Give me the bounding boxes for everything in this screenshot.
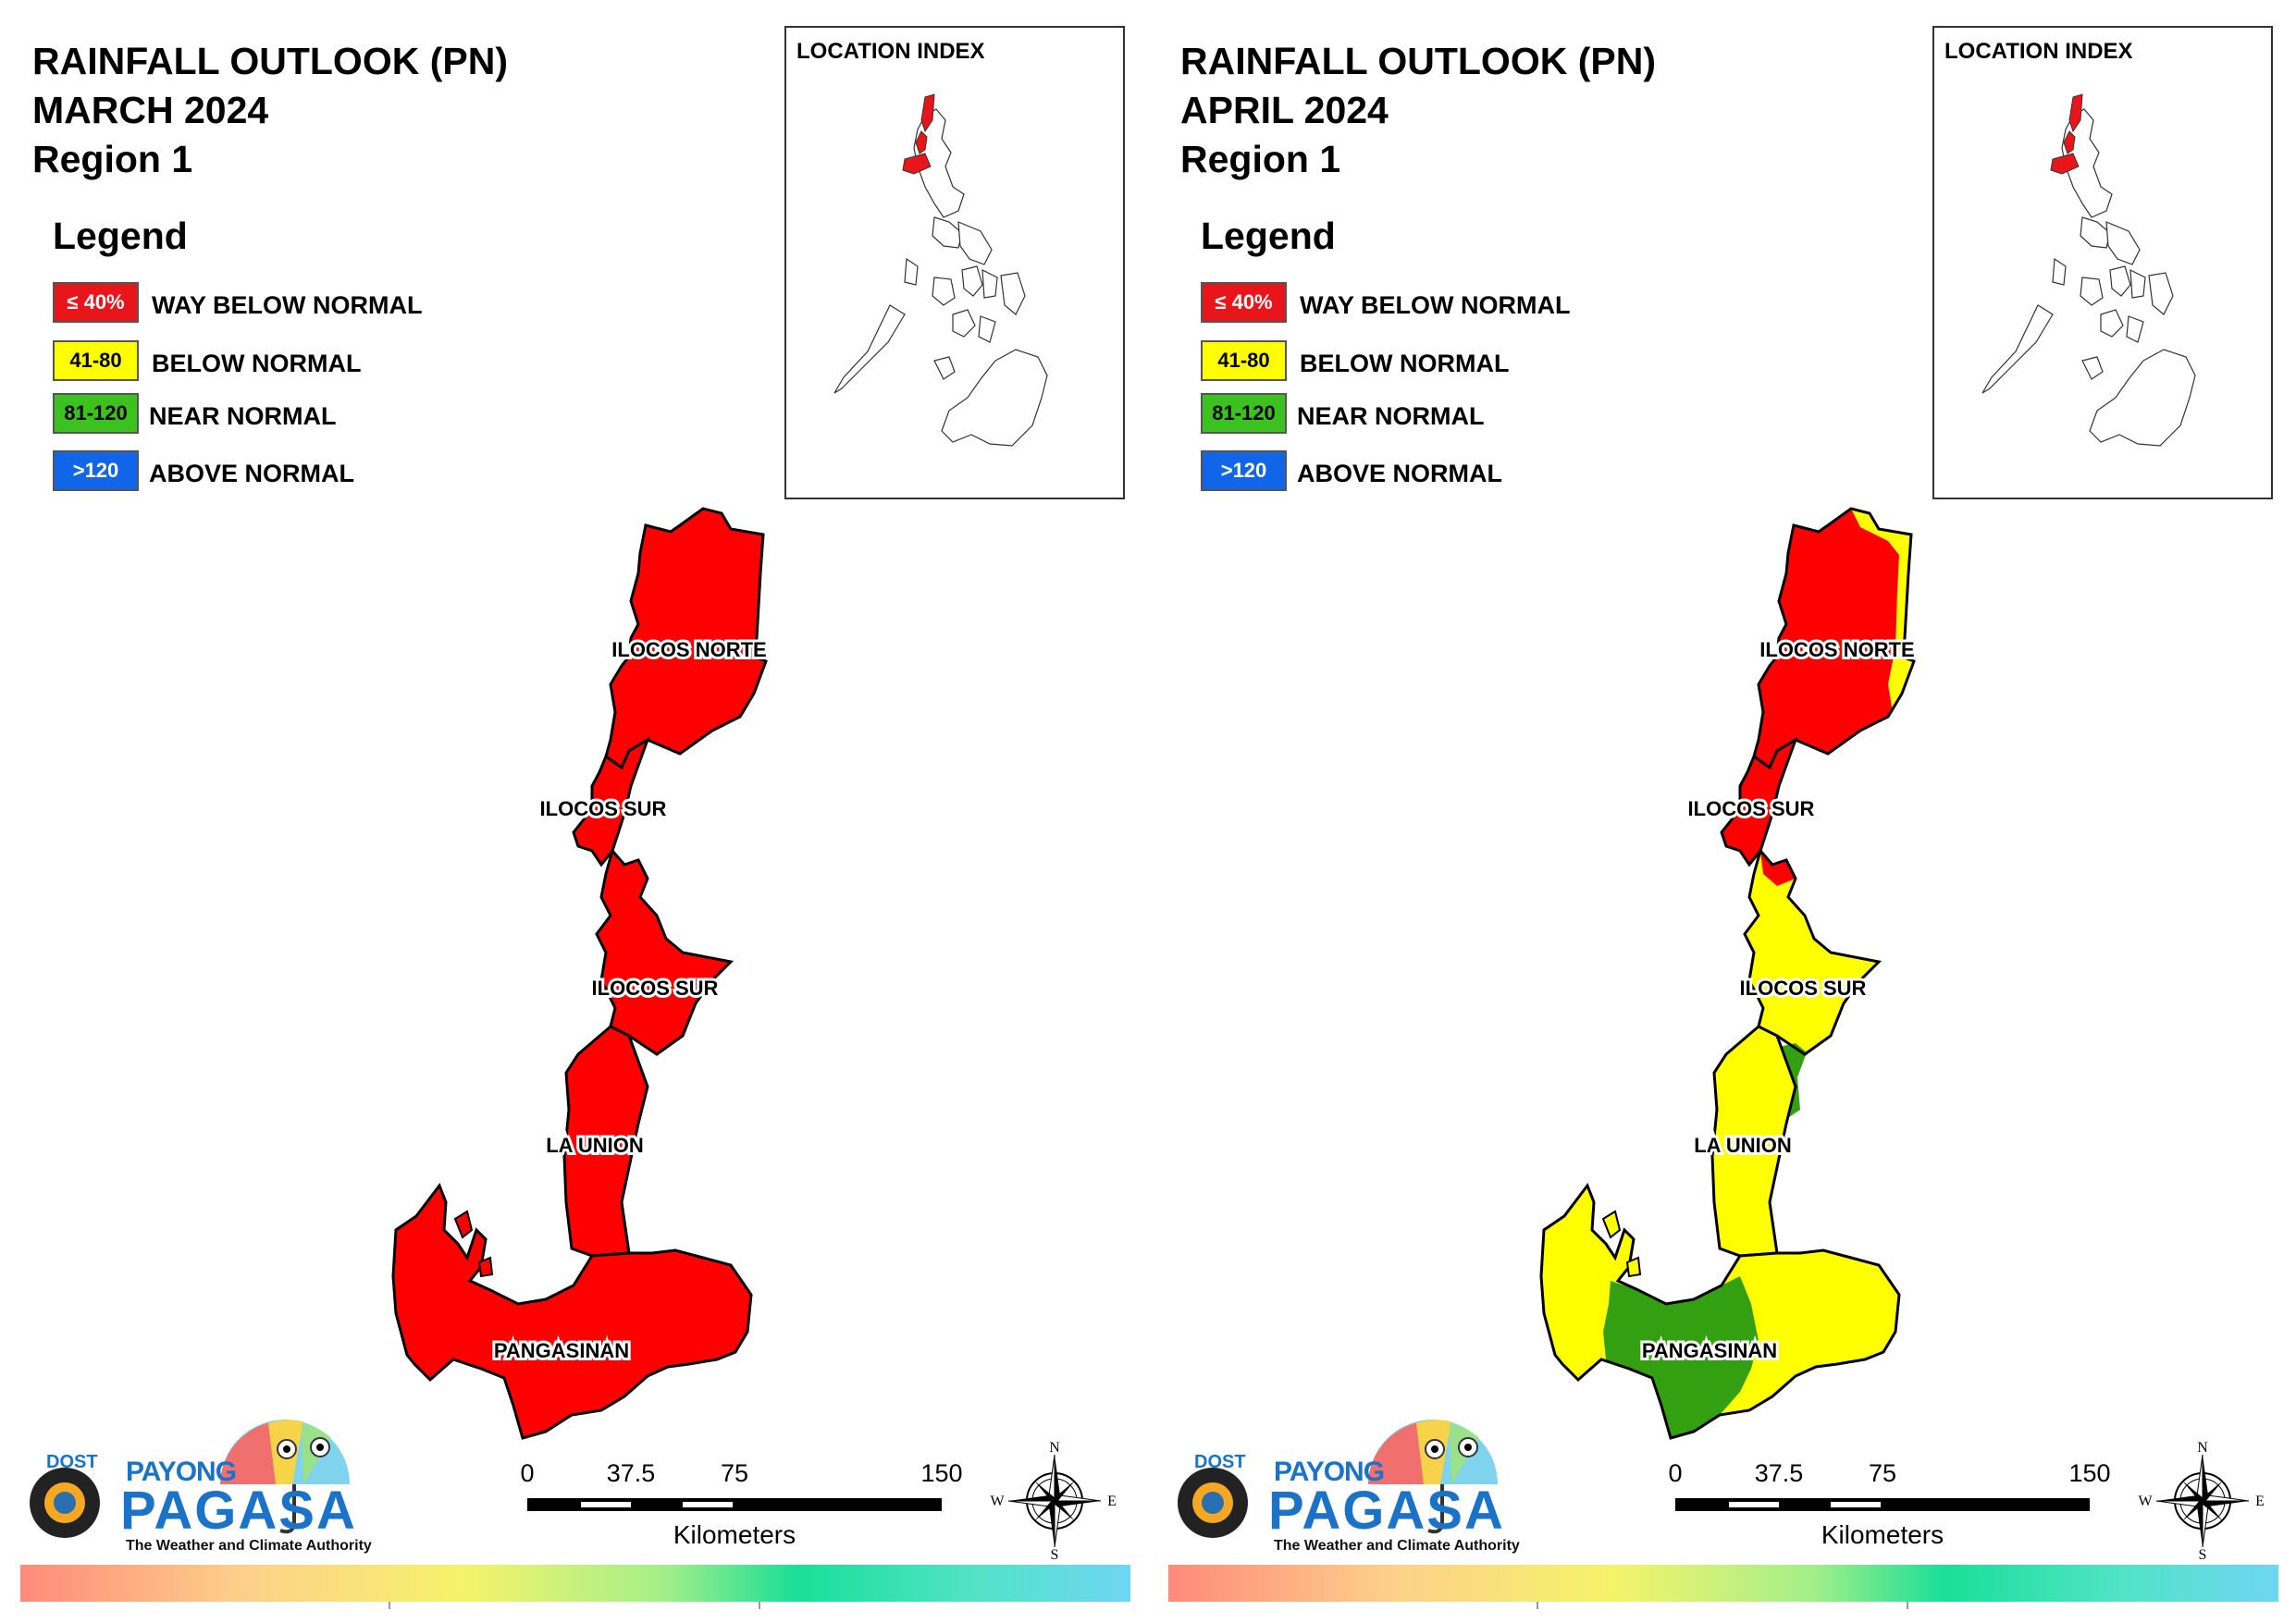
logo-pagasa: PAGASA (120, 1481, 357, 1541)
province-la-union (1710, 1025, 1797, 1258)
province-ilocos-norte (1754, 509, 1899, 768)
location-index-inset: LOCATION INDEX (1932, 26, 2273, 499)
scale-tick: 37.5 (606, 1459, 656, 1487)
scale-bar-graphic (1675, 1498, 2090, 1511)
region1-map-april: ILOCOS NORTE ILOCOS SUR ILOCOS SUR LA UN… (1539, 507, 1918, 1440)
logo-dost: DOST (46, 1452, 98, 1472)
title-line-1: RAINFALL OUTLOOK (PN) (32, 40, 508, 82)
payong-pagasa-logo: DOST PAYONG PAGASA The Weather and Clima… (26, 1383, 396, 1568)
title-line-3: Region 1 (1180, 138, 1341, 180)
svg-text:W: W (2138, 1494, 2153, 1509)
logo-graphic (1178, 1420, 1498, 1538)
inset-title: LOCATION INDEX (1944, 39, 2133, 64)
title-line-3: Region 1 (32, 138, 193, 180)
province-ilocos-sur-red-tip (1760, 851, 1796, 886)
label-ilocos-sur: ILOCOS SUR (592, 977, 719, 1000)
brand-gradient-bar (20, 1565, 1130, 1602)
legend-label: NEAR NORMAL (149, 402, 337, 430)
title-line-2: APRIL 2024 (1180, 89, 1389, 131)
legend-label: ABOVE NORMAL (1297, 460, 1502, 487)
legend-label: NEAR NORMAL (1297, 402, 1485, 430)
svg-text:W: W (990, 1494, 1005, 1509)
legend-swatch: 41-80 (53, 340, 139, 381)
legend-swatch: 81-120 (53, 393, 139, 434)
svg-text:N: N (1049, 1441, 1060, 1456)
svg-text:S: S (1051, 1547, 1059, 1561)
svg-text:E: E (1107, 1494, 1117, 1509)
svg-text:S: S (2199, 1547, 2207, 1561)
inset-title: LOCATION INDEX (796, 39, 985, 64)
legend-swatch: ≤ 40% (53, 282, 139, 323)
province-ilocos-sur-north (572, 736, 650, 867)
payong-pagasa-logo: DOST PAYONG PAGASA The Weather and Clima… (1174, 1383, 1544, 1568)
scale-bar-graphic (527, 1498, 942, 1511)
label-ilocos-sur: ILOCOS SUR (1740, 977, 1867, 1000)
logo-payong: PAYONG (126, 1457, 237, 1487)
label-la-union: LA UNION (546, 1134, 644, 1157)
scale-tick: 75 (1868, 1459, 1897, 1487)
legend-label: WAY BELOW NORMAL (1300, 291, 1571, 319)
label-ilocos-sur-north: ILOCOS SUR (1688, 797, 1815, 820)
label-ilocos-norte: ILOCOS NORTE (611, 638, 766, 661)
scale-bar: 0 37.5 75 150 Kilometers (1668, 1459, 2119, 1552)
logo-payong: PAYONG (1274, 1457, 1385, 1487)
label-ilocos-norte: ILOCOS NORTE (1759, 638, 1914, 661)
scale-tick: 37.5 (1754, 1459, 1804, 1487)
label-ilocos-sur-north: ILOCOS SUR (540, 797, 667, 820)
philippines-locator-map (1981, 93, 2196, 447)
logo-tagline: The Weather and Climate Authority (126, 1538, 372, 1554)
outlook-panel-april: RAINFALL OUTLOOK (PN) APRIL 2024 Region … (1148, 0, 2296, 1623)
svg-text:N: N (2197, 1441, 2208, 1456)
legend-label: ABOVE NORMAL (149, 460, 354, 487)
north-arrow-compass: N S W E (2138, 1440, 2267, 1563)
legend-swatch: >120 (53, 450, 139, 491)
scale-unit: Kilometers (673, 1520, 796, 1549)
province-ilocos-norte (604, 507, 768, 770)
label-pangasinan: PANGASINAN (494, 1339, 629, 1362)
logo-graphic (30, 1420, 350, 1538)
province-ilocos-sur (595, 847, 734, 1056)
location-index-inset: LOCATION INDEX (784, 26, 1125, 499)
philippines-locator-map (833, 93, 1048, 447)
legend-label: BELOW NORMAL (1300, 350, 1510, 377)
scale-unit: Kilometers (1821, 1520, 1944, 1549)
label-pangasinan: PANGASINAN (1642, 1339, 1777, 1362)
legend-swatch: 81-120 (1201, 393, 1287, 434)
legend-swatch: >120 (1201, 450, 1287, 491)
scale-tick: 75 (720, 1459, 749, 1487)
legend-title: Legend (1201, 215, 1336, 257)
compass-rose-icon: N S W E (990, 1440, 1117, 1563)
scale-tick: 150 (920, 1459, 963, 1487)
legend-label: WAY BELOW NORMAL (152, 291, 423, 319)
scale-tick: 150 (2068, 1459, 2111, 1487)
legend-swatch: 41-80 (1201, 340, 1287, 381)
outlook-panel-march: RAINFALL OUTLOOK (PN) MARCH 2024 Region … (20, 26, 1130, 1609)
province-la-union (562, 1025, 649, 1258)
title-line-1: RAINFALL OUTLOOK (PN) (1180, 40, 1656, 82)
province-ilocos-sur (1745, 851, 1879, 1054)
legend-label: BELOW NORMAL (152, 350, 362, 377)
province-pangasinan-green-band (1603, 1276, 1759, 1438)
north-arrow-compass: N S W E (990, 1440, 1119, 1563)
logo-tagline: The Weather and Climate Authority (1274, 1538, 1520, 1554)
compass-rose-icon: N S W E (2138, 1440, 2265, 1563)
title-line-2: MARCH 2024 (32, 89, 269, 131)
scale-tick: 0 (1668, 1459, 1683, 1487)
brand-gradient-bar (1168, 1565, 2278, 1602)
legend-swatch: ≤ 40% (1201, 282, 1287, 323)
scale-bar: 0 37.5 75 150 Kilometers (520, 1459, 971, 1552)
logo-pagasa: PAGASA (1268, 1481, 1505, 1541)
scale-tick: 0 (520, 1459, 535, 1487)
province-ilocos-sur-north (1720, 736, 1798, 867)
logo-dost: DOST (1194, 1452, 1246, 1472)
label-la-union: LA UNION (1694, 1134, 1792, 1157)
region1-map-march: ILOCOS NORTE ILOCOS SUR ILOCOS SUR LA UN… (391, 507, 770, 1440)
svg-text:E: E (2255, 1494, 2265, 1509)
map-title: RAINFALL OUTLOOK (PN) MARCH 2024 Region … (32, 37, 508, 184)
map-title: RAINFALL OUTLOOK (PN) APRIL 2024 Region … (1180, 37, 1656, 184)
province-ilocos-norte-yellow-edge (1851, 509, 1914, 712)
legend-title: Legend (53, 215, 188, 257)
province-pangasinan (391, 1182, 753, 1440)
